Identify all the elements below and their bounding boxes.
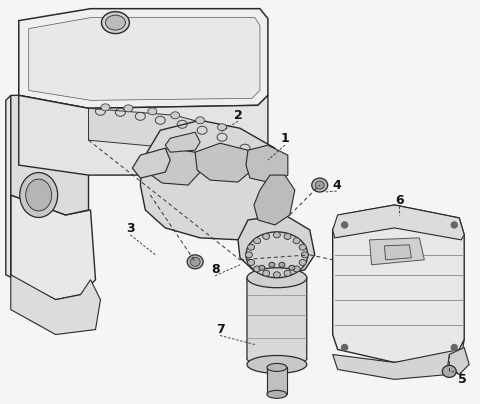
Ellipse shape [26, 179, 52, 211]
Ellipse shape [101, 12, 130, 34]
Text: 1: 1 [280, 132, 289, 145]
Ellipse shape [284, 234, 291, 240]
Text: 4: 4 [332, 179, 341, 191]
Polygon shape [384, 245, 411, 260]
Ellipse shape [312, 178, 328, 192]
Polygon shape [447, 347, 469, 375]
Ellipse shape [101, 104, 110, 111]
Polygon shape [165, 132, 200, 152]
Text: 7: 7 [216, 323, 225, 336]
Ellipse shape [106, 15, 125, 30]
Polygon shape [29, 18, 260, 100]
Polygon shape [267, 367, 287, 394]
Polygon shape [333, 339, 464, 379]
Text: 2: 2 [234, 109, 242, 122]
Ellipse shape [196, 117, 204, 124]
Ellipse shape [263, 270, 270, 276]
Ellipse shape [293, 266, 300, 272]
Ellipse shape [267, 364, 287, 371]
Ellipse shape [253, 266, 261, 272]
Circle shape [451, 222, 457, 228]
Polygon shape [247, 278, 307, 367]
Circle shape [451, 345, 457, 351]
Polygon shape [333, 205, 464, 240]
Polygon shape [88, 108, 265, 175]
Ellipse shape [217, 124, 227, 131]
Polygon shape [370, 238, 424, 265]
Polygon shape [19, 8, 268, 108]
Text: 8: 8 [211, 263, 219, 276]
Ellipse shape [124, 105, 133, 112]
Ellipse shape [247, 356, 307, 373]
Polygon shape [140, 120, 285, 240]
Ellipse shape [245, 252, 252, 258]
Ellipse shape [315, 181, 324, 189]
Ellipse shape [274, 232, 280, 238]
Circle shape [342, 222, 348, 228]
Ellipse shape [171, 112, 180, 119]
Circle shape [342, 345, 348, 351]
Ellipse shape [247, 268, 307, 288]
Polygon shape [238, 215, 315, 278]
Ellipse shape [253, 238, 261, 244]
Ellipse shape [301, 252, 308, 258]
Ellipse shape [148, 108, 157, 115]
Ellipse shape [248, 259, 254, 265]
Polygon shape [6, 95, 96, 300]
Ellipse shape [279, 262, 285, 267]
Polygon shape [11, 95, 88, 215]
Ellipse shape [289, 265, 295, 270]
Polygon shape [132, 148, 170, 178]
Ellipse shape [293, 238, 300, 244]
Text: 3: 3 [126, 223, 135, 236]
Ellipse shape [269, 262, 275, 267]
Ellipse shape [20, 173, 58, 217]
Polygon shape [148, 148, 200, 185]
Ellipse shape [299, 244, 306, 250]
Ellipse shape [190, 257, 200, 266]
Ellipse shape [259, 265, 265, 270]
Ellipse shape [187, 255, 203, 269]
Ellipse shape [284, 270, 291, 276]
Polygon shape [246, 145, 288, 183]
Text: 6: 6 [395, 194, 404, 206]
Ellipse shape [274, 272, 280, 278]
Polygon shape [19, 95, 268, 175]
Polygon shape [195, 143, 252, 182]
Ellipse shape [263, 234, 270, 240]
Ellipse shape [299, 259, 306, 265]
Ellipse shape [442, 366, 456, 377]
Polygon shape [333, 205, 464, 362]
Text: 5: 5 [458, 373, 467, 386]
Ellipse shape [267, 390, 287, 398]
Polygon shape [11, 195, 100, 335]
Polygon shape [254, 175, 295, 225]
Ellipse shape [248, 244, 254, 250]
